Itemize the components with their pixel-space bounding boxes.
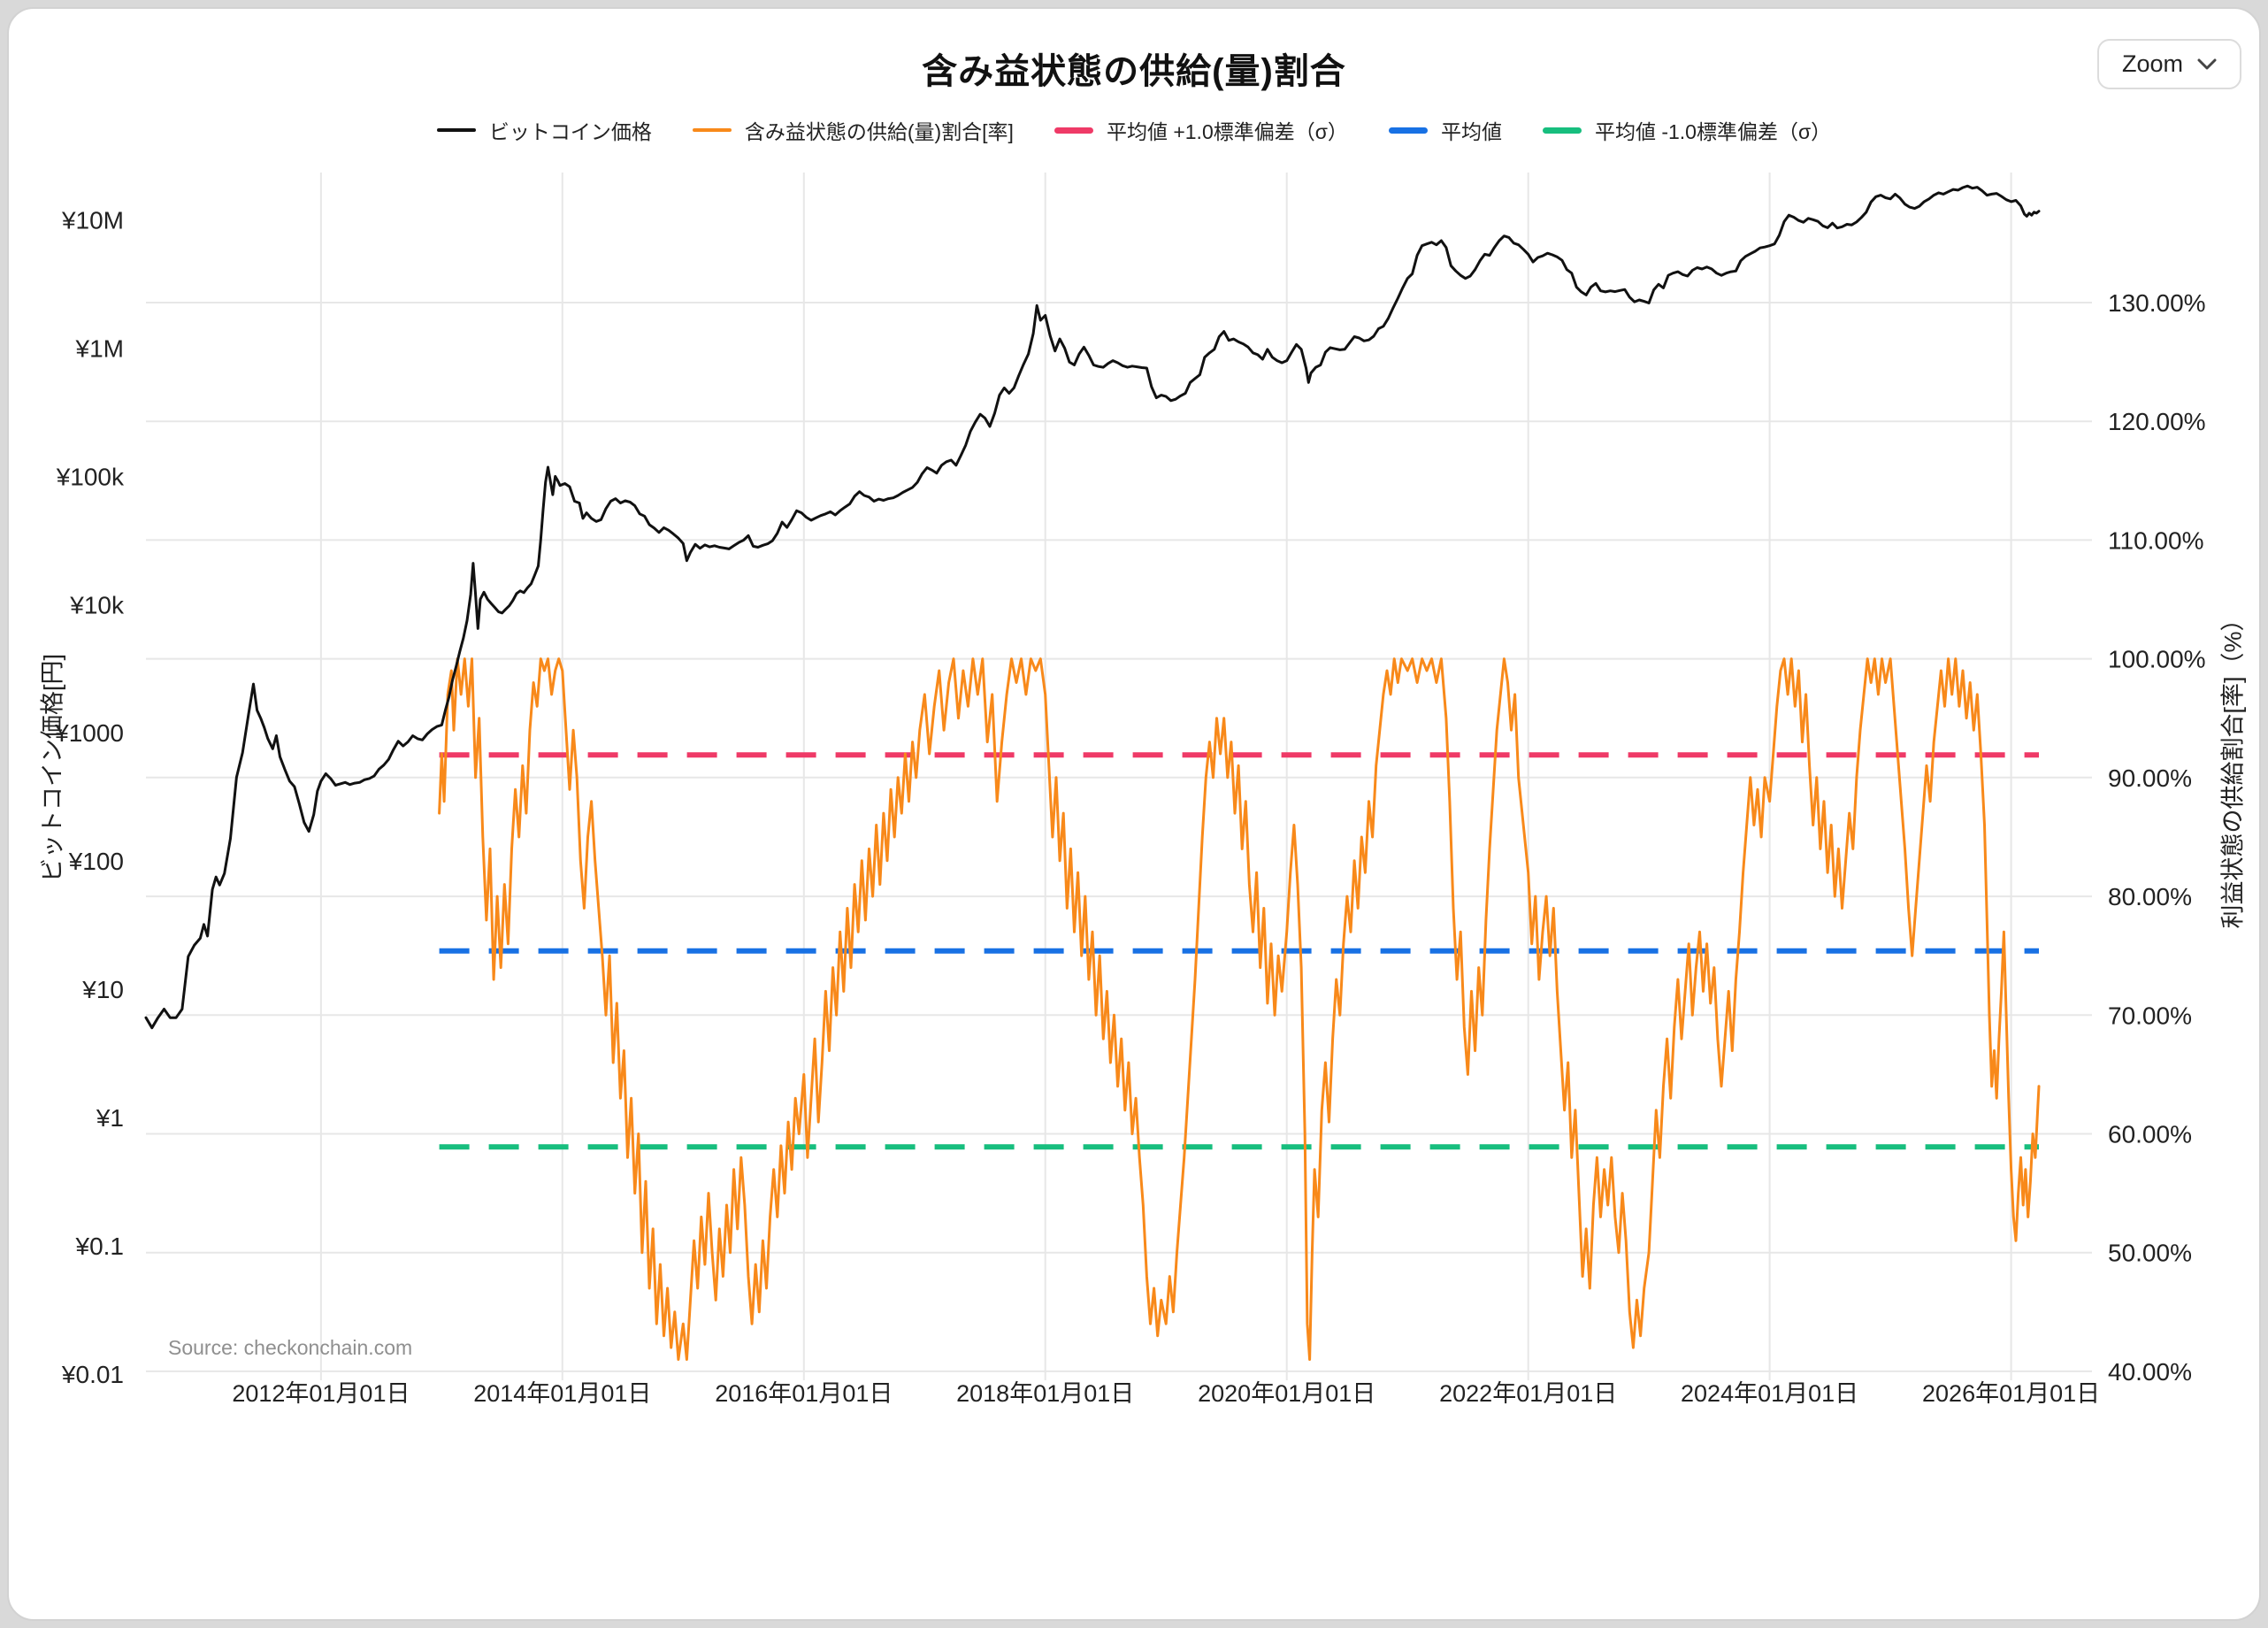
left-axis-title: ビットコイン価格[円] bbox=[39, 653, 66, 883]
legend-item-supply-in-profit[interactable]: 含み益状態の供給(量)割合[率] bbox=[692, 115, 1014, 145]
left-axis-tick-label: ¥100k bbox=[56, 463, 125, 490]
legend-item-mean-plus-sigma[interactable]: 平均値 +1.0標準偏差（σ） bbox=[1054, 115, 1348, 145]
mean-plus-sigma-line-swatch bbox=[1054, 127, 1093, 134]
x-axis-tick-label: 2016年01月01日 bbox=[715, 1380, 893, 1407]
legend: ビットコイン価格 含み益状態の供給(量)割合[率] 平均値 +1.0標準偏差（σ… bbox=[0, 115, 2268, 145]
right-axis-tick-label: 90.00% bbox=[2108, 764, 2192, 792]
right-axis-tick-label: 100.00% bbox=[2108, 646, 2206, 673]
right-axis-title: 利益状態の供給割合[率]（%） bbox=[2219, 607, 2247, 929]
series-line bbox=[438, 657, 2041, 1361]
series-line bbox=[144, 184, 2041, 1030]
legend-item-mean[interactable]: 平均値 bbox=[1388, 115, 1502, 145]
x-axis-tick-label: 2018年01月01日 bbox=[956, 1380, 1134, 1407]
left-axis-tick-label: ¥0.01 bbox=[61, 1361, 124, 1388]
x-axis-tick-label: 2026年01月01日 bbox=[1922, 1380, 2100, 1407]
left-axis-tick-label: ¥10 bbox=[81, 976, 124, 1003]
zoom-button-label: Zoom bbox=[2121, 50, 2183, 77]
left-axis-tick-label: ¥0.1 bbox=[75, 1233, 125, 1260]
x-axis-tick-label: 2024年01月01日 bbox=[1681, 1380, 1858, 1407]
chart-card bbox=[7, 7, 2261, 1621]
x-axis-tick-label: 2014年01月01日 bbox=[473, 1380, 651, 1407]
right-axis-tick-label: 70.00% bbox=[2108, 1002, 2192, 1029]
x-axis-tick-label: 2022年01月01日 bbox=[1439, 1380, 1617, 1407]
legend-item-mean-minus-sigma[interactable]: 平均値 -1.0標準偏差（σ） bbox=[1542, 115, 1832, 145]
left-axis-tick-label: ¥10M bbox=[61, 207, 124, 234]
chevron-down-icon bbox=[2197, 58, 2217, 69]
left-axis-tick-label: ¥1000 bbox=[54, 719, 124, 747]
mean-line-swatch bbox=[1388, 127, 1428, 134]
x-axis-tick-label: 2012年01月01日 bbox=[232, 1380, 410, 1407]
left-axis-tick-label: ¥1M bbox=[75, 335, 124, 363]
right-axis-tick-label: 130.00% bbox=[2108, 289, 2206, 317]
legend-label: ビットコイン価格 bbox=[488, 120, 652, 143]
legend-label: 平均値 -1.0標準偏差（σ） bbox=[1594, 120, 1832, 143]
chart-title: 含み益状態の供給(量)割合 bbox=[922, 52, 1346, 91]
legend-label: 平均値 +1.0標準偏差（σ） bbox=[1106, 120, 1348, 143]
left-axis-tick-label: ¥10k bbox=[69, 591, 125, 618]
source-note: Source: checkonchain.com bbox=[168, 1336, 413, 1359]
legend-item-btc-price[interactable]: ビットコイン価格 bbox=[436, 115, 652, 145]
right-axis-tick-label: 60.00% bbox=[2108, 1121, 2192, 1148]
btc-price-line-swatch bbox=[436, 128, 476, 132]
left-axis-tick-label: ¥1 bbox=[96, 1104, 124, 1132]
mean-minus-sigma-line-swatch bbox=[1542, 127, 1582, 134]
legend-label: 平均値 bbox=[1440, 120, 1502, 143]
supply-in-profit-line-swatch bbox=[692, 128, 732, 132]
right-axis-tick-label: 110.00% bbox=[2108, 526, 2203, 554]
right-axis-tick-label: 120.00% bbox=[2108, 408, 2206, 435]
zoom-button[interactable]: Zoom bbox=[2096, 39, 2241, 89]
legend-label: 含み益状態の供給(量)割合[率] bbox=[744, 120, 1014, 143]
right-axis-tick-label: 40.00% bbox=[2108, 1358, 2192, 1386]
left-axis-tick-label: ¥100 bbox=[68, 848, 124, 875]
right-axis-tick-label: 80.00% bbox=[2108, 883, 2192, 910]
x-axis-tick-label: 2020年01月01日 bbox=[1198, 1380, 1375, 1407]
right-axis-tick-label: 50.00% bbox=[2108, 1240, 2192, 1267]
